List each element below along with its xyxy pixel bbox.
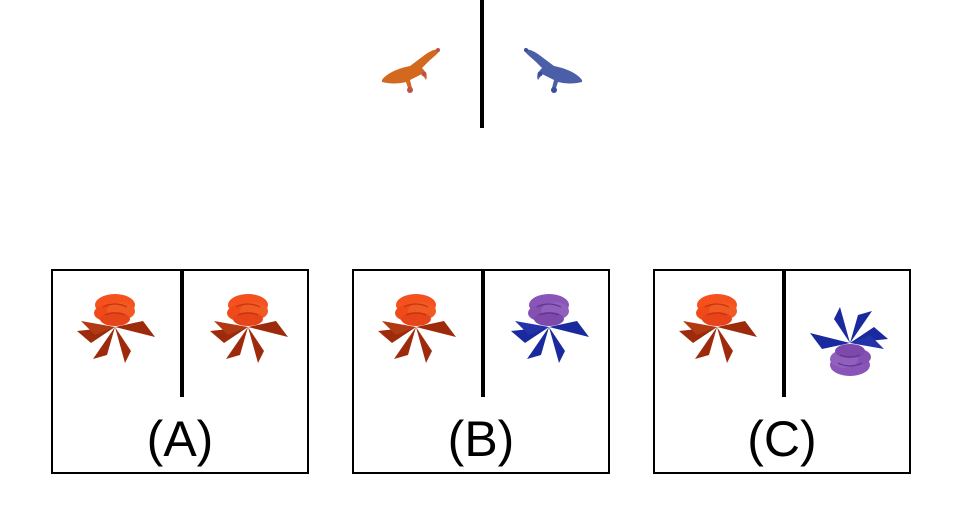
red-flower-icon [679, 294, 757, 363]
orange-lizard-icon [382, 48, 440, 93]
option-c-label: (C) [747, 411, 817, 467]
option-a-card[interactable]: (A) [51, 269, 309, 474]
blue-flower-icon [511, 294, 589, 363]
option-a-label: (A) [146, 411, 214, 467]
option-c-card[interactable]: (C) [653, 269, 911, 474]
option-a-divider [180, 271, 184, 397]
option-b-divider [481, 271, 485, 397]
inverted-blue-flower-icon [810, 307, 888, 376]
red-flower-icon [77, 294, 155, 363]
option-b-label: (B) [447, 411, 515, 467]
option-b-card[interactable]: (B) [352, 269, 610, 474]
red-flower-icon [378, 294, 456, 363]
red-flower-icon [210, 294, 288, 363]
option-c-divider [782, 271, 786, 397]
blue-lizard-icon [524, 48, 582, 93]
stimulus-divider [480, 0, 484, 128]
